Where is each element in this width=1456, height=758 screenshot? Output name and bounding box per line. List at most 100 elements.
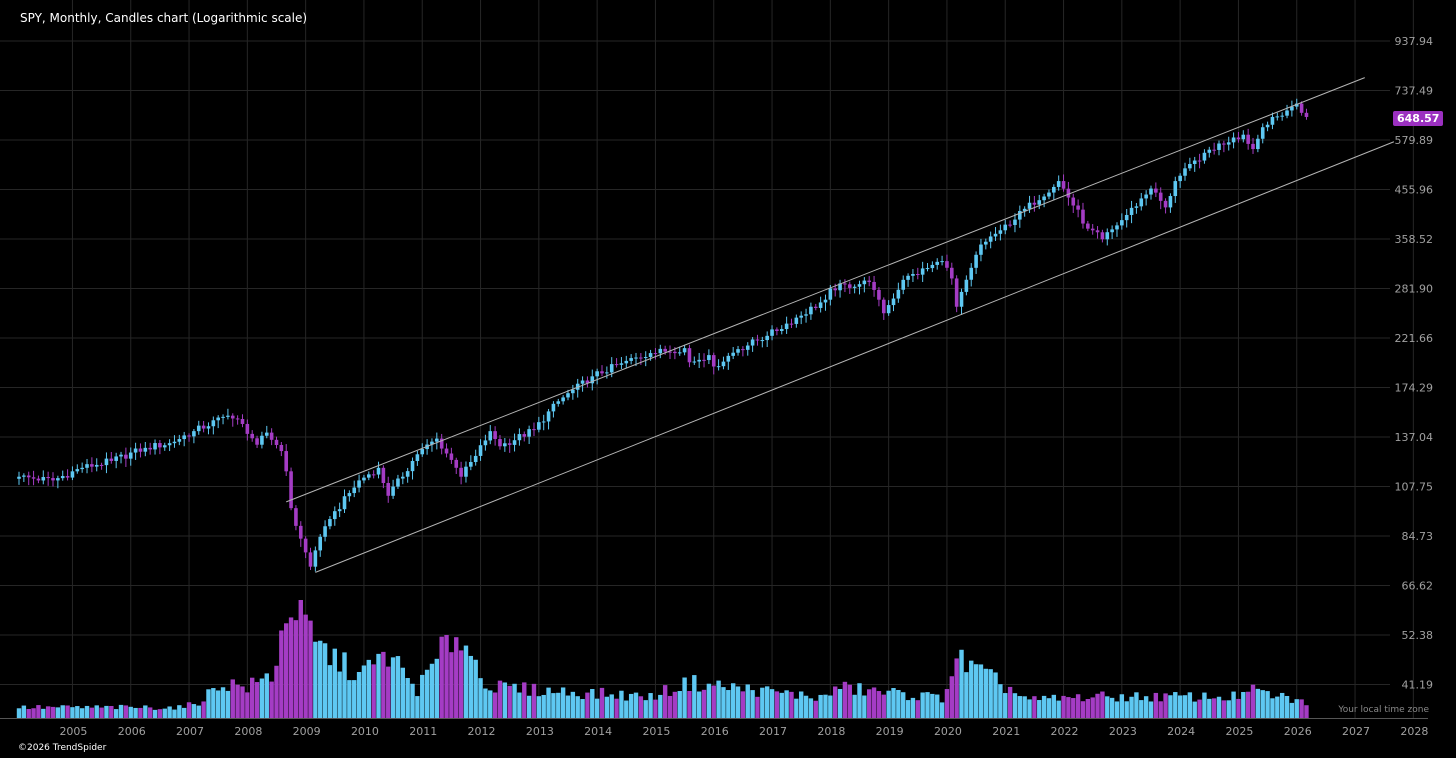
candle-body [1008, 224, 1012, 226]
candle-body [585, 380, 590, 384]
candle-body [541, 421, 546, 423]
candle-body [1304, 112, 1309, 117]
candle-body [46, 477, 50, 479]
volume-bar [1168, 695, 1173, 718]
candle-body [653, 353, 658, 355]
volume-bar [628, 693, 634, 718]
channel-trendline [315, 141, 1395, 573]
candle-body [1086, 223, 1090, 229]
volume-bar [1182, 695, 1188, 718]
candle-body [352, 487, 357, 494]
candle-body [473, 455, 478, 463]
volume-bar [857, 683, 862, 718]
volume-bar [507, 685, 512, 718]
candle-body [1299, 103, 1304, 113]
candle-body [969, 267, 974, 280]
candle-body [80, 467, 84, 470]
volume-bar [648, 693, 653, 718]
candle-body [852, 286, 857, 288]
volume-bar [1158, 701, 1163, 718]
volume-bar [1143, 696, 1149, 718]
volume-bar [162, 708, 167, 718]
y-tick-label: 52.38 [1402, 629, 1434, 642]
volume-bar [41, 708, 46, 718]
y-tick-label: 107.75 [1395, 481, 1434, 494]
candle-body [347, 493, 352, 497]
candle-body [1251, 143, 1255, 150]
volume-bar [1177, 695, 1183, 718]
candle-body [974, 254, 978, 268]
volume-bar [1289, 702, 1295, 718]
volume-bar [424, 669, 430, 718]
candle-body [702, 359, 706, 361]
volume-bar [313, 641, 318, 718]
candle-body [1076, 205, 1080, 210]
candle-body [56, 478, 60, 481]
candle-body [332, 511, 337, 520]
candle-body [264, 432, 269, 436]
candle-body [274, 439, 279, 445]
volume-bar [886, 690, 891, 718]
volume-bar [342, 652, 347, 718]
volume-bar [45, 706, 51, 718]
volume-bar [366, 659, 371, 718]
candle-body [697, 359, 701, 362]
volume-bar [473, 659, 478, 718]
y-tick-label: 221.66 [1395, 332, 1434, 345]
volume-bar [658, 694, 663, 718]
volume-bar [1221, 700, 1227, 718]
candle-body [1120, 220, 1124, 226]
candle-body [201, 425, 206, 429]
volume-bar [881, 694, 886, 718]
volume-bar [1051, 694, 1057, 718]
candle-body [221, 416, 225, 418]
volume-bar [536, 696, 542, 718]
candle-body [1207, 149, 1212, 153]
volume-bar [269, 681, 274, 718]
volume-bar [147, 707, 153, 718]
volume-bar [196, 705, 201, 718]
candle-body [648, 353, 653, 358]
volume-bar [390, 657, 396, 718]
candle-body [308, 552, 313, 567]
candle-body [104, 458, 109, 466]
candle-body [629, 358, 633, 361]
candle-body [619, 363, 624, 365]
volume-bar [828, 695, 833, 718]
volume-bar [1022, 696, 1027, 718]
candle-body [809, 306, 813, 315]
candle-body [51, 478, 55, 481]
volume-bar [925, 692, 930, 718]
volume-bar [483, 688, 488, 718]
candle-body [862, 280, 867, 285]
volume-bar [1032, 696, 1037, 718]
candle-body [1294, 103, 1299, 107]
volume-bar [143, 705, 148, 718]
candle-body [954, 278, 959, 307]
candle-body [279, 444, 284, 452]
candle-body [867, 280, 872, 282]
candle-body [376, 467, 381, 475]
volume-bar [522, 682, 527, 718]
volume-bar [211, 688, 216, 718]
candle-body [1139, 198, 1144, 207]
volume-bar [978, 664, 984, 718]
volume-bar [395, 656, 401, 718]
volume-bar [118, 704, 124, 718]
candle-body [435, 438, 439, 442]
volume-bar [653, 699, 658, 718]
candle-body [386, 483, 391, 496]
volume-bar [235, 684, 240, 718]
candle-body [1027, 202, 1032, 209]
candle-body [410, 460, 415, 472]
x-tick-label: 2024 [1167, 725, 1195, 738]
candle-body [498, 439, 502, 447]
candle-body [663, 348, 667, 352]
candle-body [673, 351, 677, 354]
volume-bar [988, 669, 993, 718]
volume-bar [1173, 692, 1178, 718]
candle-body [269, 432, 274, 440]
volume-bar [1148, 701, 1154, 718]
candle-body [537, 422, 541, 430]
